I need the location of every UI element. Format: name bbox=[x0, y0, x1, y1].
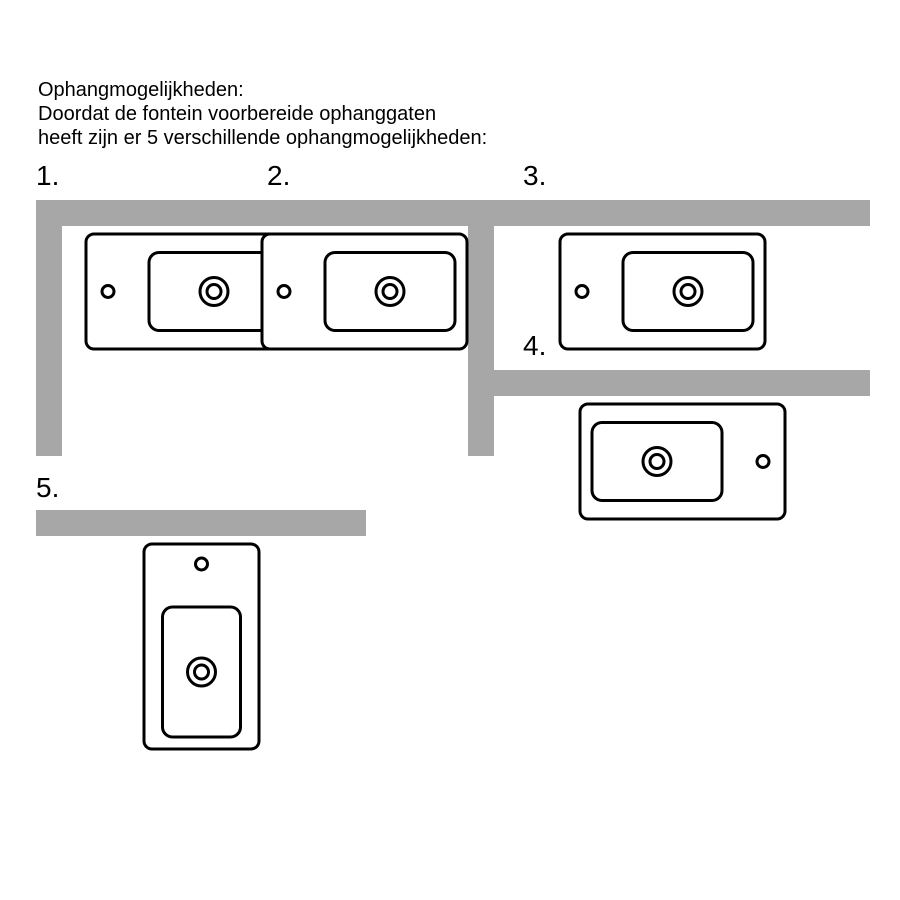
number-1: 1. bbox=[36, 160, 59, 192]
diagram-4 bbox=[490, 370, 870, 531]
heading-line1: Ophangmogelijkheden: bbox=[38, 78, 487, 102]
diagram-1 bbox=[36, 200, 266, 456]
heading: Ophangmogelijkheden: Doordat de fontein … bbox=[38, 78, 487, 150]
diagram-5 bbox=[36, 510, 366, 761]
number-2: 2. bbox=[267, 160, 290, 192]
heading-line3: heeft zijn er 5 verschillende ophangmoge… bbox=[38, 126, 487, 150]
number-3: 3. bbox=[523, 160, 546, 192]
number-5: 5. bbox=[36, 472, 59, 504]
diagram-2 bbox=[254, 200, 494, 456]
diagram-3 bbox=[490, 200, 870, 361]
heading-line2: Doordat de fontein voorbereide ophanggat… bbox=[38, 102, 487, 126]
